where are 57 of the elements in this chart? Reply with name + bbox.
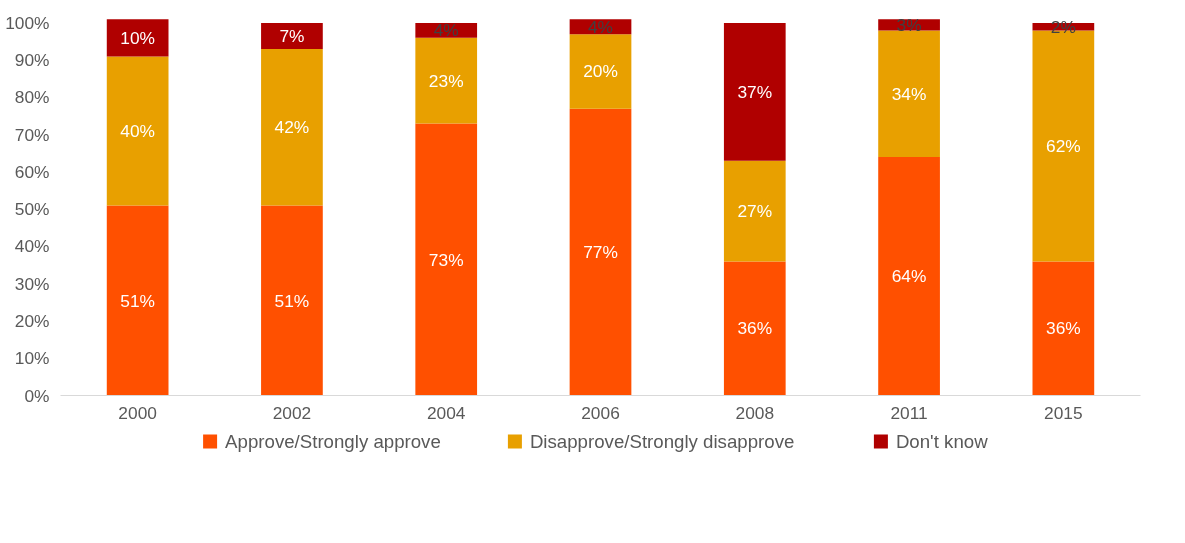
y-tick-label: 20% [14,310,50,331]
y-tick-label: 80% [14,87,50,108]
data-label: 36% [737,318,773,339]
data-label: 4% [587,16,614,37]
bar [415,123,478,396]
bar [569,108,632,396]
data-label: 4% [433,20,459,41]
data-label: 36% [1046,318,1081,339]
data-label: 64% [891,266,927,287]
bar [878,157,940,396]
x-tick-label: 2002 [272,402,312,423]
x-tick-label: 2011 [890,402,928,423]
y-tick-label: 10% [14,348,50,369]
bar [106,205,169,396]
bar [569,34,632,109]
data-label: 51% [274,290,310,311]
data-label: 34% [891,83,927,104]
bar [1032,261,1095,396]
legend-label: Don't know [895,431,989,452]
bar [261,205,323,396]
x-tick-label: 2000 [118,402,157,423]
bar [878,30,940,158]
x-tick-label: 2015 [1044,402,1083,423]
bar [415,37,478,124]
data-label: 77% [583,242,618,263]
data-label: 27% [737,201,773,222]
x-tick-label: 2004 [426,402,466,423]
y-tick-label: 40% [14,236,50,257]
y-tick-label: 100% [5,12,50,33]
data-label: 62% [1046,135,1081,156]
bar [106,19,169,57]
legend-label: Disapprove/Strongly disapprove [529,431,795,452]
bar [723,160,786,262]
data-label: 10% [120,27,155,48]
y-tick-label: 70% [14,124,50,145]
data-label: 51% [120,290,155,311]
data-label: 40% [120,120,155,141]
y-tick-label: 50% [14,199,50,220]
data-label: 37% [737,81,773,102]
y-tick-label: 90% [14,50,50,71]
data-label: 42% [274,117,310,138]
legend-label: Approve/Strongly approve [225,431,441,452]
data-label: 3% [896,14,922,35]
data-label: 20% [583,61,618,82]
data-label: 73% [428,249,464,270]
y-tick-label: 30% [14,273,50,294]
data-label: 23% [428,70,464,91]
bar [723,261,786,396]
bar [106,56,169,206]
bar [261,49,323,206]
data-label: 7% [279,25,305,46]
bar [261,22,323,50]
x-tick-label: 2006 [581,402,620,423]
x-tick-label: 2008 [735,402,775,423]
y-tick-label: 0% [24,385,50,406]
y-tick-label: 60% [14,161,50,182]
bar [723,22,786,161]
